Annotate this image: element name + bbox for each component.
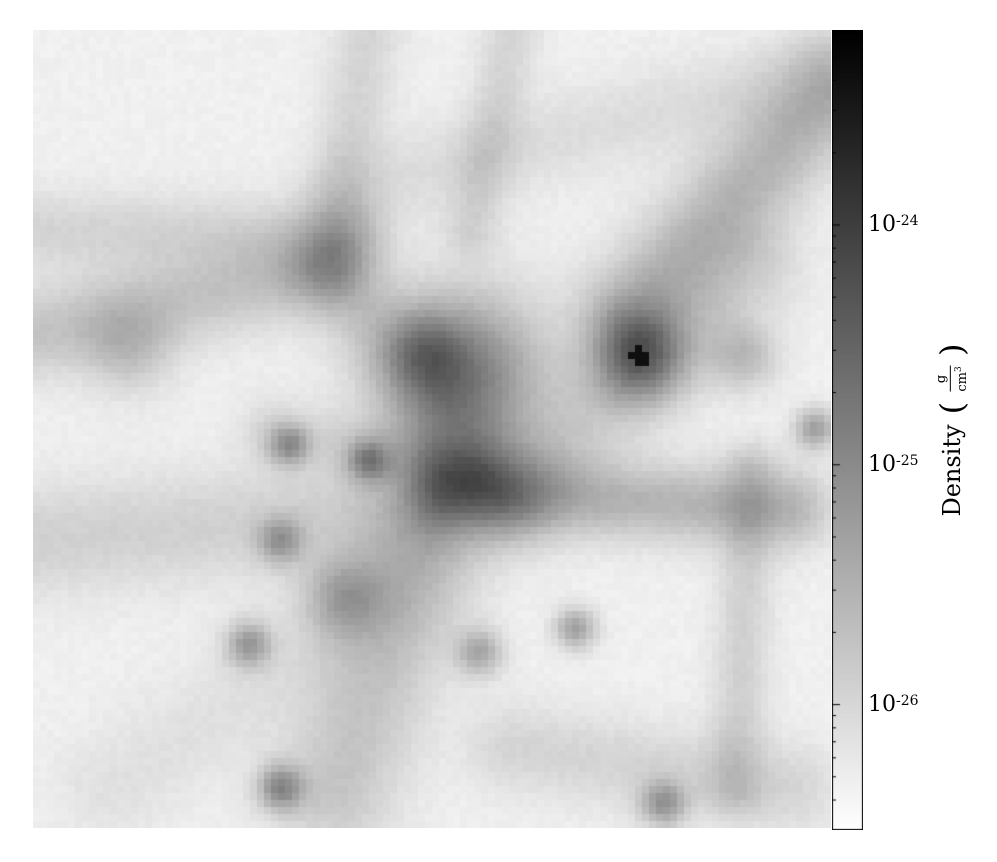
colorbar-tick-label: 10-26 (868, 691, 919, 717)
density-map (33, 30, 831, 828)
colorbar-tick-label: 10-24 (868, 211, 919, 237)
colorbar-label: Density ( g cm3 ) (932, 343, 971, 517)
colorbar-unit: g cm3 (933, 365, 971, 392)
colorbar-quantity: Density (937, 424, 966, 517)
colorbar (832, 30, 863, 830)
colorbar-tick-label: 10-25 (868, 451, 919, 477)
